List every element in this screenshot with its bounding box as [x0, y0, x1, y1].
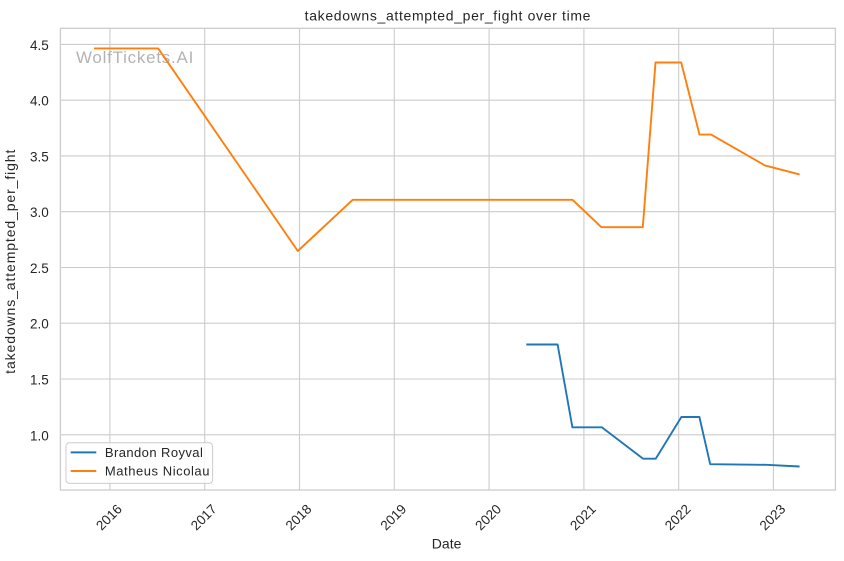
- svg-text:2.5: 2.5: [30, 261, 49, 276]
- svg-text:takedowns_attempted_per_fight: takedowns_attempted_per_fight over time: [305, 8, 591, 24]
- svg-text:1.5: 1.5: [30, 373, 49, 388]
- svg-text:Matheus Nicolau: Matheus Nicolau: [105, 463, 210, 478]
- svg-text:WolfTickets.AI: WolfTickets.AI: [76, 48, 194, 67]
- svg-text:2.0: 2.0: [30, 317, 49, 332]
- svg-text:4.5: 4.5: [30, 38, 49, 53]
- svg-text:1.0: 1.0: [30, 428, 49, 443]
- svg-text:takedowns_attempted_per_fight: takedowns_attempted_per_fight: [2, 149, 18, 374]
- svg-text:Brandon Royval: Brandon Royval: [105, 445, 203, 460]
- svg-text:3.0: 3.0: [30, 205, 49, 220]
- svg-text:Date: Date: [432, 536, 462, 552]
- svg-text:4.0: 4.0: [30, 94, 49, 109]
- svg-text:3.5: 3.5: [30, 149, 49, 164]
